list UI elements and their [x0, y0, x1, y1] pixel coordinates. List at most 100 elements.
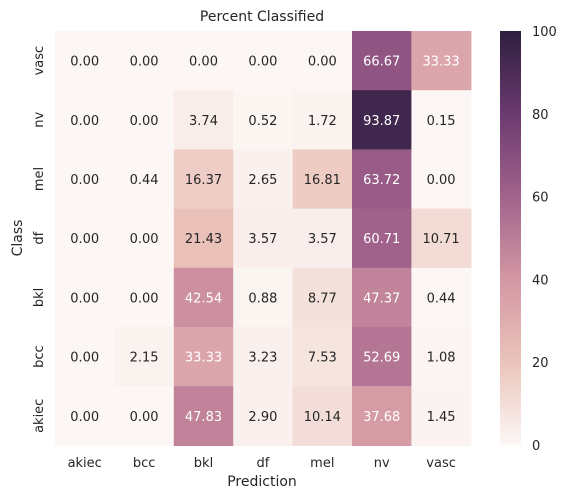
cell-value-label: 0.88: [248, 291, 277, 306]
cell-value-label: 0.00: [427, 173, 456, 188]
colorbar-tick-label: 60: [532, 191, 549, 206]
heatmap-cell: [114, 267, 175, 328]
cell-value-label: 60.71: [363, 232, 400, 247]
colorbar-tick-label: 40: [532, 273, 549, 288]
cell-value-label: 0.00: [70, 114, 99, 129]
cell-value-label: 2.15: [130, 351, 159, 366]
cell-value-label: 3.57: [248, 232, 277, 247]
cell-value-label: 0.00: [70, 410, 99, 425]
y-tick-label: akiec: [32, 399, 47, 433]
heatmap-cell: [173, 90, 234, 150]
colorbar-tick-label: 80: [532, 108, 549, 123]
cell-value-label: 63.72: [363, 173, 400, 188]
cell-value-label: 0.00: [70, 351, 99, 366]
heatmap-cell: [233, 208, 294, 269]
heatmap-cell: [55, 327, 115, 387]
heatmap-cell: [114, 149, 175, 210]
cell-value-label: 33.33: [185, 351, 222, 366]
y-tick-label: bkl: [32, 288, 47, 307]
y-tick-label: mel: [32, 167, 47, 191]
heatmap-cell: [173, 31, 234, 91]
cell-value-label: 1.45: [427, 410, 456, 425]
heatmap-cell: [411, 208, 472, 269]
cell-value-label: 0.00: [70, 173, 99, 188]
heatmap-cell: [173, 386, 234, 446]
cell-value-label: 42.54: [185, 291, 222, 306]
cell-value-label: 0.00: [130, 55, 159, 70]
heatmap-cell: [55, 149, 115, 210]
cell-value-label: 0.44: [130, 173, 159, 188]
heatmap-cell: [411, 90, 472, 150]
x-axis-label: Prediction: [227, 474, 297, 490]
heatmap-cell: [233, 327, 294, 387]
heatmap-cell: [411, 149, 472, 210]
cell-value-label: 0.00: [248, 55, 277, 70]
x-tick-label: bkl: [194, 456, 213, 471]
cell-value-label: 0.00: [130, 114, 159, 129]
heatmap-cell: [55, 208, 115, 269]
cell-value-label: 0.00: [130, 410, 159, 425]
cell-value-label: 0.00: [70, 291, 99, 306]
cell-value-label: 0.00: [70, 55, 99, 70]
heatmap-cell: [292, 31, 353, 91]
colorbar-tick-label: 100: [532, 25, 557, 40]
heatmap-cell: [114, 386, 175, 446]
heatmap-cell: [114, 327, 175, 387]
x-tick-label: df: [256, 456, 269, 471]
cell-value-label: 93.87: [363, 114, 400, 129]
heatmap-cells: 0.00 0.00 0.00 0.00 0.00 66.67 33.33 0.00 0.00 3.…: [55, 31, 472, 446]
cell-value-label: 1.72: [308, 114, 337, 129]
heatmap-cell: [114, 90, 175, 150]
x-tick-labels: akiec bcc bkl df mel nv vasc: [68, 456, 456, 471]
heatmap-cell: [114, 208, 175, 269]
heatmap-cell: [233, 386, 294, 446]
heatmap-cell: [292, 386, 353, 446]
cell-value-label: 0.44: [427, 291, 456, 306]
cell-value-label: 16.37: [185, 173, 222, 188]
heatmap-cell: [292, 267, 353, 328]
heatmap-cell: [352, 208, 412, 269]
cell-value-label: 2.90: [248, 410, 277, 425]
colorbar-tick-label: 0: [532, 439, 540, 454]
x-tick-label: vasc: [426, 456, 456, 471]
heatmap-cell: [352, 267, 412, 328]
x-tick-label: mel: [310, 456, 334, 471]
heatmap-cell: [352, 90, 412, 150]
y-tick-labels: vasc nv mel df bkl bcc akiec: [32, 46, 47, 433]
heatmap-cell: [173, 267, 234, 328]
cell-value-label: 0.15: [427, 114, 456, 129]
x-tick-label: bcc: [133, 456, 156, 471]
cell-value-label: 33.33: [422, 55, 459, 70]
heatmap-cell: [55, 31, 115, 91]
heatmap-cell: [233, 90, 294, 150]
cell-value-label: 8.77: [308, 291, 337, 306]
cell-value-label: 52.69: [363, 351, 400, 366]
heatmap-cell: [352, 327, 412, 387]
heatmap-cell: [411, 31, 472, 91]
heatmap-cell: [173, 327, 234, 387]
heatmap-cell: [233, 267, 294, 328]
y-tick-label: bcc: [32, 345, 47, 368]
heatmap-cell: [411, 386, 472, 446]
cell-value-label: 0.00: [70, 232, 99, 247]
cell-value-label: 0.00: [189, 55, 218, 70]
cell-value-label: 10.71: [422, 232, 459, 247]
heatmap-cell: [292, 208, 353, 269]
cell-value-label: 3.57: [308, 232, 337, 247]
y-axis-label: Class: [10, 220, 26, 257]
cell-value-label: 37.68: [363, 410, 400, 425]
heatmap-cell: [233, 31, 294, 91]
heatmap-cell: [292, 90, 353, 150]
cell-value-label: 2.65: [248, 173, 277, 188]
y-tick-label: vasc: [32, 46, 47, 76]
cell-value-label: 21.43: [185, 232, 222, 247]
x-tick-label: akiec: [68, 456, 102, 471]
heatmap-cell: [352, 386, 412, 446]
heatmap-cell: [352, 31, 412, 91]
heatmap-cell: [55, 267, 115, 328]
cell-value-label: 0.52: [248, 114, 277, 129]
heatmap-cell: [55, 386, 115, 446]
cell-value-label: 1.08: [427, 351, 456, 366]
y-tick-label: nv: [32, 112, 47, 128]
